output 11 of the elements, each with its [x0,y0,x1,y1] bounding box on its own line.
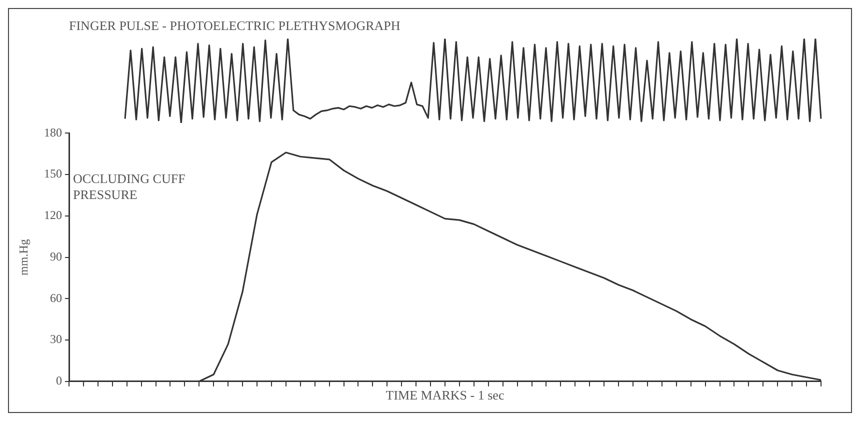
y-tick-label: 90 [50,249,62,264]
y-tick-label: 60 [50,290,62,305]
x-axis-title: TIME MARKS - 1 sec [386,388,504,403]
y-tick-label: 0 [56,374,62,388]
annotation: OCCLUDING CUFF PRESSURE [73,171,186,202]
y-axis-title: mm.Hg [16,239,30,276]
y-tick-label: 30 [50,332,62,346]
y-tick-label: 180 [44,125,62,140]
y-tick-label: 150 [44,166,62,181]
y-tick-label: 120 [44,208,62,222]
chart-title: FINGER PULSE - PHOTOELECTRIC PLETHYSMOGRAPH [69,18,400,34]
